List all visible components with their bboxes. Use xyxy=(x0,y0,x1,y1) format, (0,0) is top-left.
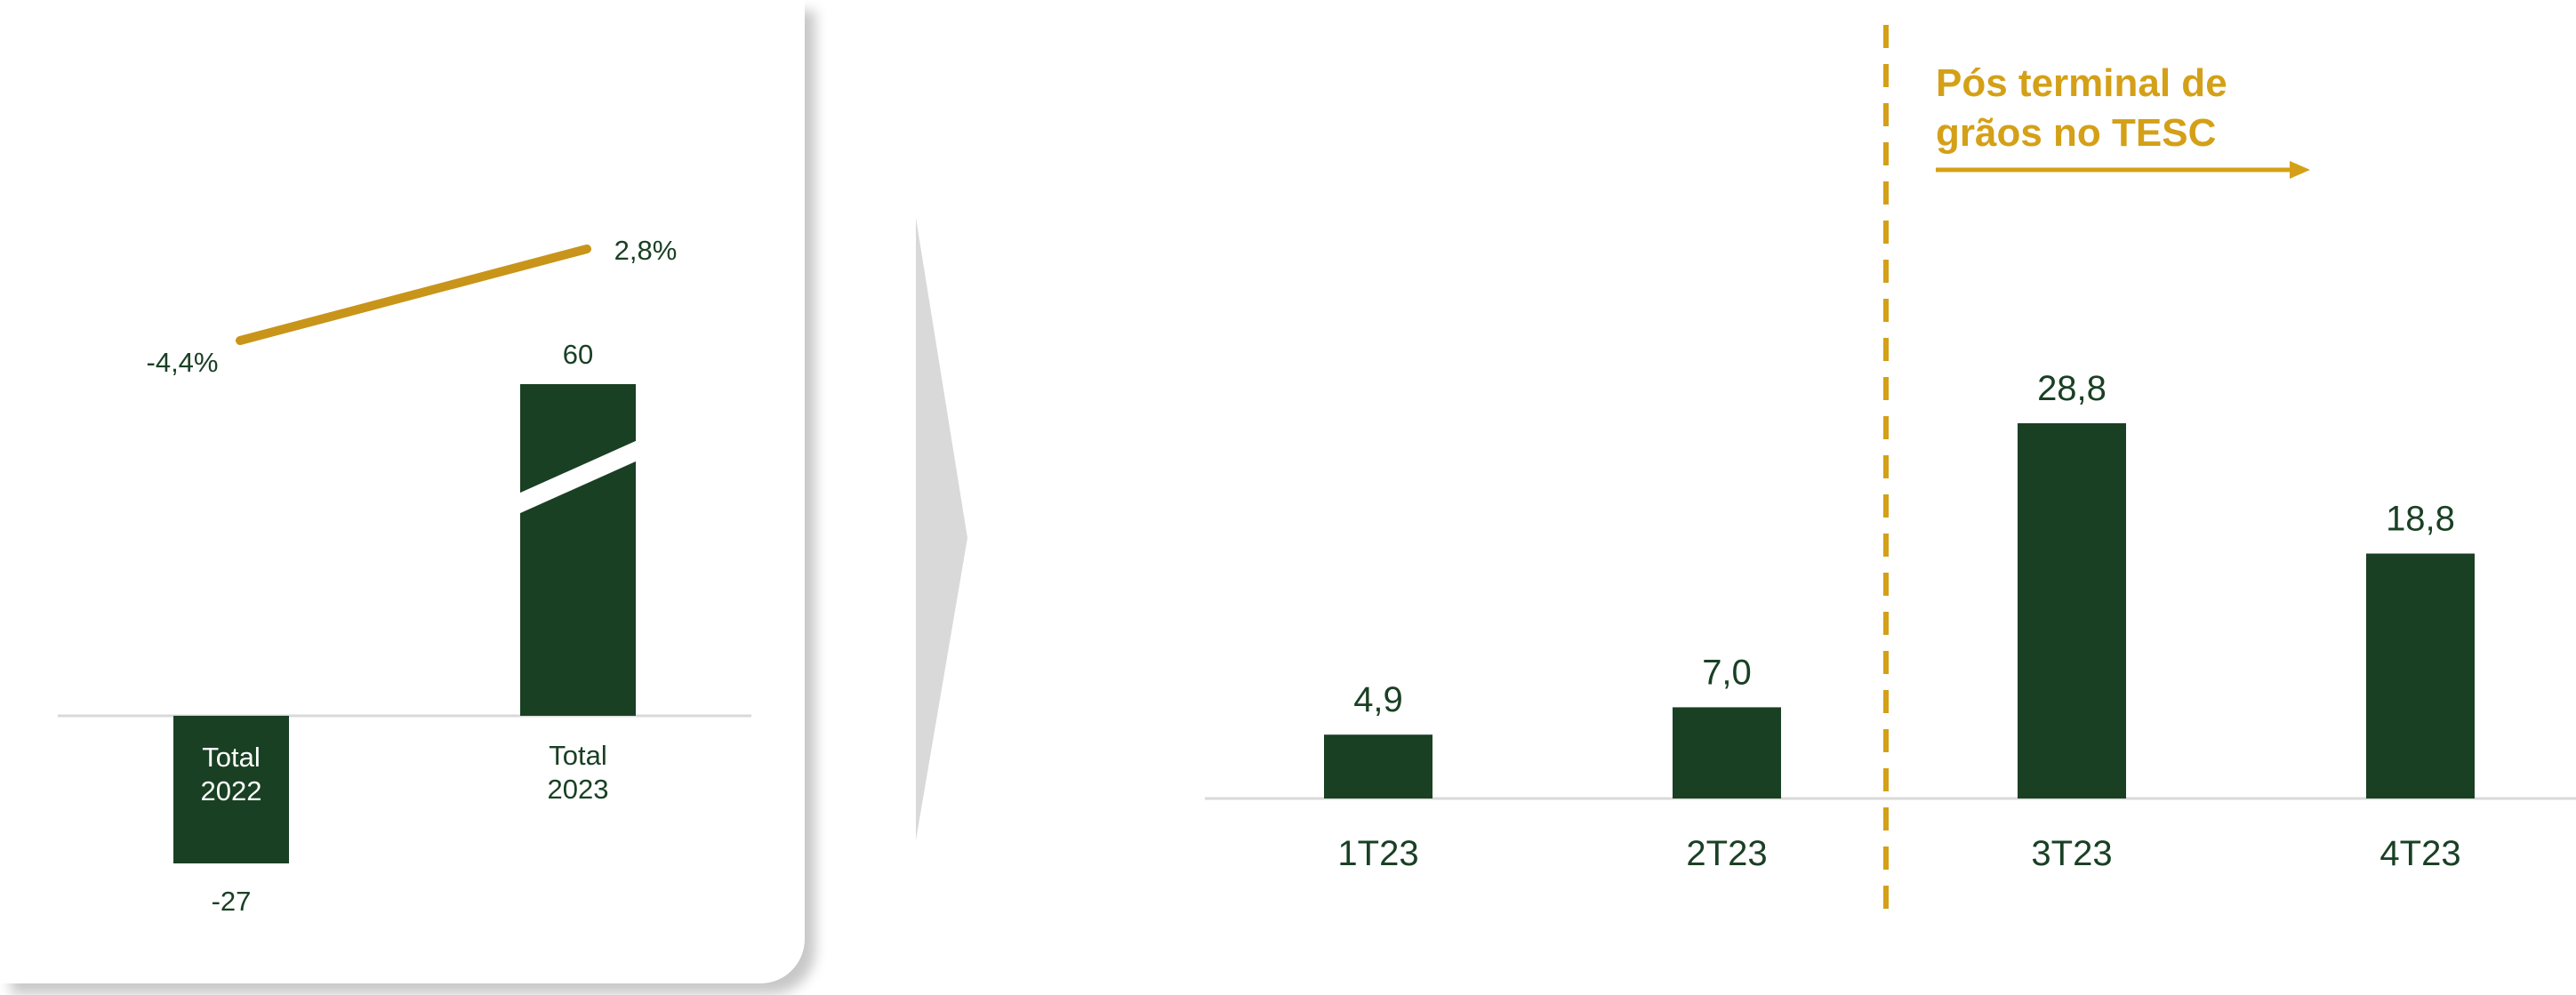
value-label-total-2022: -27 xyxy=(212,886,252,917)
growth-label-2022: -4,4% xyxy=(147,347,219,378)
category-label-total-2022: Total 2022 xyxy=(201,742,262,806)
chevron-arrow-shape xyxy=(916,218,967,840)
category-label-total-2023: Total 2023 xyxy=(548,740,609,805)
value-label-total-2023: 60 xyxy=(563,339,593,370)
bar-3t23 xyxy=(2018,423,2126,798)
axis-break-mark xyxy=(518,440,638,514)
growth-label-2023: 2,8% xyxy=(614,235,678,266)
category-label-2t23: 2T23 xyxy=(1686,834,1767,873)
bar-total-2023 xyxy=(520,384,636,716)
value-label-1t23: 4,9 xyxy=(1353,680,1403,719)
bar-1t23 xyxy=(1324,734,1432,798)
category-label-4t23: 4T23 xyxy=(2379,834,2460,873)
annotation-line-1: Pós terminal de xyxy=(1936,61,2227,105)
summary-card xyxy=(0,0,805,983)
value-label-2t23: 7,0 xyxy=(1702,653,1752,692)
annotation-arrow-head xyxy=(2290,161,2310,179)
bar-4t23 xyxy=(2366,553,2475,798)
bar-total-2022 xyxy=(173,716,289,863)
category-label-3t23: 3T23 xyxy=(2031,834,2112,873)
value-label-3t23: 28,8 xyxy=(2037,369,2107,408)
annotation-line-2: grãos no TESC xyxy=(1936,111,2216,155)
value-label-4t23: 18,8 xyxy=(2386,500,2455,539)
bar-2t23 xyxy=(1673,707,1781,798)
growth-line xyxy=(236,245,591,345)
category-label-1t23: 1T23 xyxy=(1337,834,1418,873)
